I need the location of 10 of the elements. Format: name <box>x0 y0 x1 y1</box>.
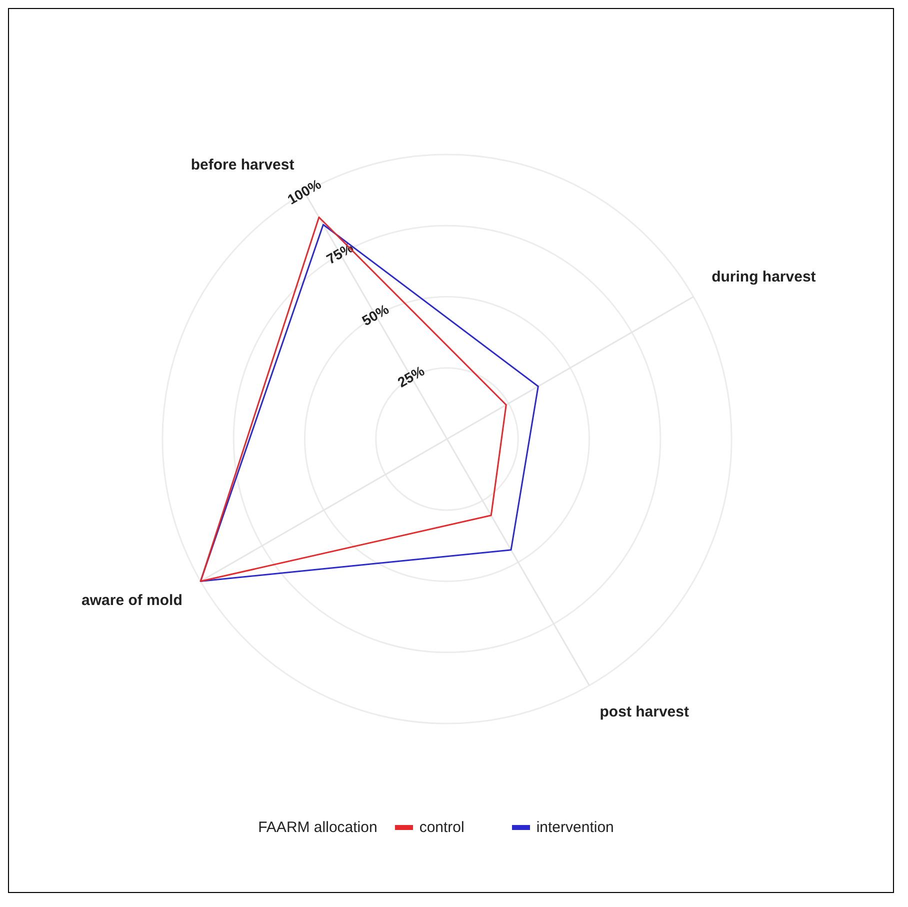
legend-title: FAARM allocation <box>258 819 378 836</box>
y-tick-label: 50% <box>359 300 392 329</box>
legend-label: control <box>419 819 464 836</box>
spoke-label: during harvest <box>712 268 816 286</box>
spoke-label: post harvest <box>600 704 689 721</box>
legend-label: intervention <box>536 819 614 836</box>
spoke-label: aware of mold <box>82 592 182 609</box>
y-tick-label: 75% <box>324 238 356 268</box>
y-tick-label: 25% <box>394 362 428 390</box>
spoke-label: before harvest <box>190 156 294 174</box>
